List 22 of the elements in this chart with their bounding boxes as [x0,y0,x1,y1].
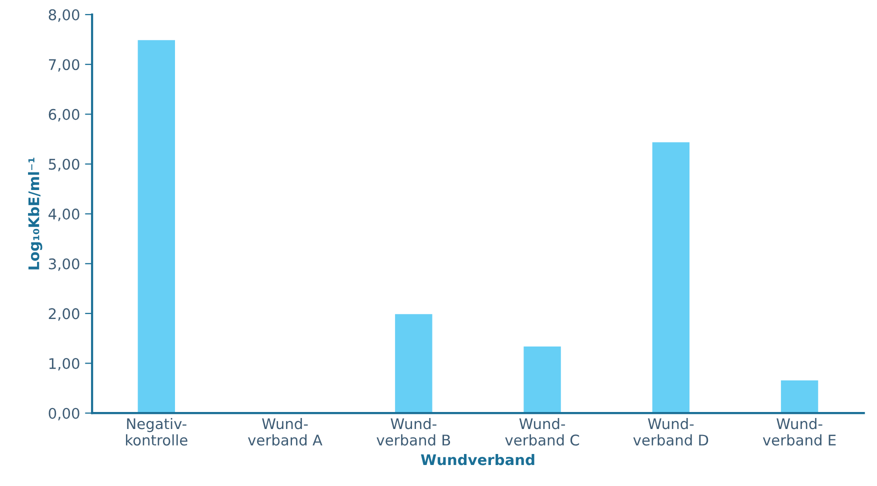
y-tick-label: 5,00 [48,158,80,172]
y-tick-label: 3,00 [48,258,80,271]
y-tick-label: 7,00 [49,59,80,72]
x-tick-label: Negativ- kontrolle [126,418,188,446]
y-tick-label: 0,00 [48,408,80,420]
x-tick-label: Wund- verband C [505,418,580,446]
bar [780,379,820,414]
x-axis-title: Wundverband [420,454,534,466]
x-tick-label: Wund- verband D [633,418,708,446]
bar [136,38,176,414]
x-tick-label: Wund- verband A [248,418,322,446]
x-tick-label: Wund- verband B [376,418,450,446]
y-axis-title: Log₁₀KbE/ml⁻¹ [28,158,42,270]
bar [394,312,434,414]
bar [650,140,691,414]
y-tick-label: 2,00 [48,308,80,321]
y-tick-label: 1,00 [49,358,80,371]
x-tick-label: Wund- verband E [762,418,836,446]
y-tick-label: 4,00 [48,208,80,222]
y-tick-label: 8,00 [48,9,80,22]
bar [522,345,562,414]
y-tick-label: 6,00 [48,108,80,122]
